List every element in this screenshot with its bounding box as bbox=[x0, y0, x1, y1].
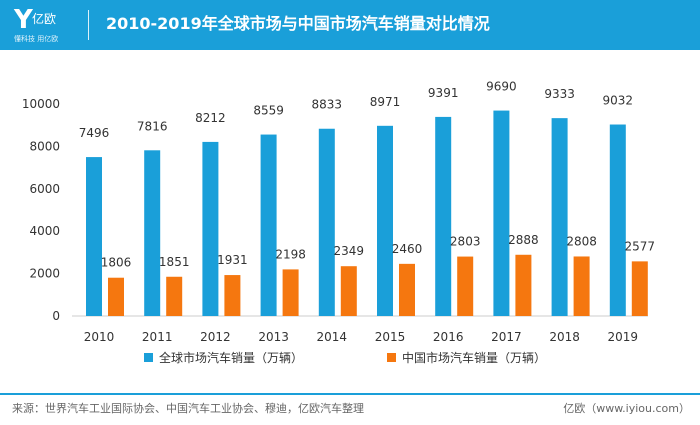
data-label-global: 9032 bbox=[603, 94, 634, 108]
chart-title: 2010-2019年全球市场与中国市场汽车销量对比情况 bbox=[106, 14, 490, 33]
logo-mark: Y bbox=[14, 5, 33, 35]
data-label-global: 7816 bbox=[137, 119, 168, 133]
data-label-global: 7496 bbox=[79, 126, 110, 140]
data-label-global: 8971 bbox=[370, 95, 401, 109]
y-tick-label: 8000 bbox=[29, 139, 60, 153]
y-tick-label: 0 bbox=[52, 309, 60, 323]
logo-slogan: 懂科技 用亿欧 bbox=[14, 35, 59, 43]
bar-china bbox=[282, 269, 299, 316]
bar-global bbox=[144, 150, 161, 316]
bar-china bbox=[515, 254, 532, 316]
legend-label-china: 中国市场汽车销量（万辆） bbox=[402, 350, 546, 365]
bar-china bbox=[631, 261, 648, 316]
bar-global bbox=[551, 118, 568, 316]
logo: Y 亿欧 懂科技 用亿欧 bbox=[12, 6, 82, 46]
x-tick-label: 2018 bbox=[549, 330, 580, 344]
header-divider bbox=[88, 10, 89, 40]
data-label-china: 2888 bbox=[508, 233, 539, 247]
bar-china bbox=[166, 276, 183, 316]
bar-china bbox=[108, 277, 124, 316]
legend-swatch-global bbox=[144, 353, 153, 362]
data-label-china: 2808 bbox=[566, 234, 597, 248]
y-tick-label: 2000 bbox=[29, 267, 60, 281]
data-label-global: 9690 bbox=[486, 80, 517, 94]
bar-global bbox=[609, 124, 626, 316]
data-label-global: 8212 bbox=[195, 111, 226, 125]
x-tick-label: 2013 bbox=[258, 330, 289, 344]
brand-credit: 亿欧（www.iyiou.com） bbox=[563, 402, 690, 415]
data-label-global: 9391 bbox=[428, 86, 459, 100]
data-label-global: 8833 bbox=[312, 98, 343, 112]
header-bar: Y 亿欧 懂科技 用亿欧 2010-2019年全球市场与中国市场汽车销量对比情况 bbox=[0, 0, 700, 50]
data-label-china: 1931 bbox=[217, 253, 248, 267]
y-tick-label: 10000 bbox=[22, 97, 60, 111]
source-note: 来源：世界汽车工业国际协会、中国汽车工业协会、穆迪，亿欧汽车整理 bbox=[12, 402, 364, 415]
bar-china bbox=[457, 256, 474, 316]
x-tick-label: 2010 bbox=[84, 330, 115, 344]
bar-global bbox=[493, 110, 510, 317]
bar-global bbox=[260, 134, 277, 316]
data-label-china: 1806 bbox=[101, 256, 132, 270]
data-label-china: 2577 bbox=[625, 239, 656, 253]
data-label-china: 2349 bbox=[334, 244, 365, 258]
bar-china bbox=[573, 256, 590, 316]
data-label-china: 2460 bbox=[392, 242, 423, 256]
data-label-china: 1851 bbox=[159, 255, 190, 269]
legend-label-global: 全球市场汽车销量（万辆） bbox=[159, 350, 303, 365]
x-tick-label: 2012 bbox=[200, 330, 231, 344]
data-label-china: 2198 bbox=[275, 247, 306, 261]
bar-global bbox=[435, 116, 452, 316]
data-label-global: 9333 bbox=[544, 87, 575, 101]
bar-global bbox=[86, 157, 102, 316]
bar-chart: 0 2000 4000 6000 8000 10000 7496 1806 2010 7816 18… bbox=[22, 80, 656, 365]
data-label-global: 8559 bbox=[253, 104, 284, 118]
x-tick-label: 2016 bbox=[433, 330, 464, 344]
bar-global bbox=[318, 128, 335, 316]
bar-china bbox=[399, 263, 415, 316]
x-tick-label: 2014 bbox=[317, 330, 348, 344]
logo-name: 亿欧 bbox=[32, 12, 57, 26]
footer-divider bbox=[0, 393, 700, 395]
bar-global bbox=[202, 141, 219, 316]
y-tick-label: 4000 bbox=[29, 224, 60, 238]
bar-china bbox=[224, 275, 241, 316]
x-tick-label: 2011 bbox=[142, 330, 173, 344]
bar-china bbox=[340, 266, 357, 316]
legend-swatch-china bbox=[387, 353, 396, 362]
x-tick-label: 2019 bbox=[608, 330, 639, 344]
x-tick-label: 2017 bbox=[491, 330, 522, 344]
bar-global bbox=[377, 125, 393, 317]
x-tick-label: 2015 bbox=[375, 330, 406, 344]
y-tick-label: 6000 bbox=[29, 182, 60, 196]
data-label-china: 2803 bbox=[450, 235, 481, 249]
